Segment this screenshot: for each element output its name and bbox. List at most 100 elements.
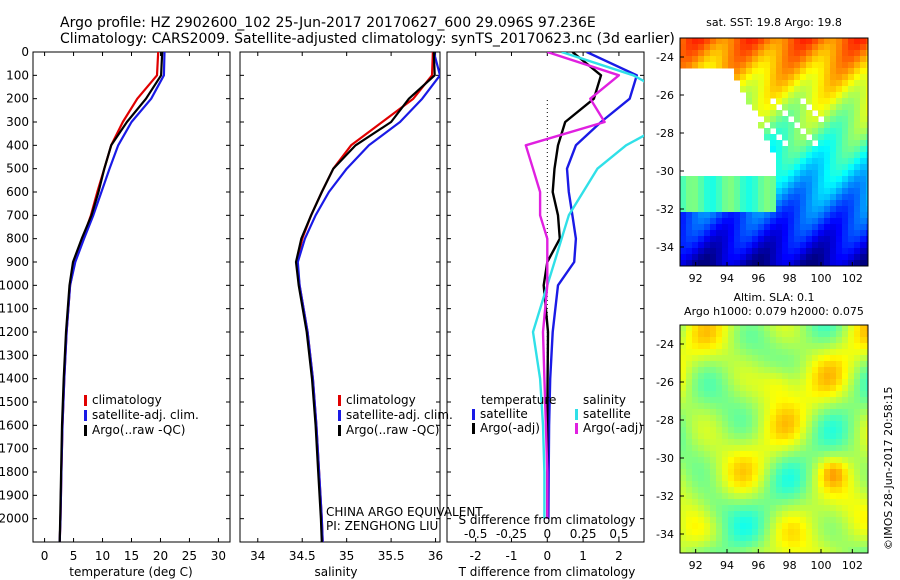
- sla-cell: [752, 331, 759, 338]
- sla-cell: [866, 433, 868, 440]
- sla-cell: [794, 349, 801, 356]
- y-tick-label: 400: [6, 138, 29, 152]
- sst-cell: [758, 206, 765, 213]
- sla-cell: [848, 337, 855, 344]
- sst-cell: [842, 260, 849, 266]
- sst-cell: [782, 146, 789, 153]
- sla-cell: [860, 451, 867, 458]
- sst-cell: [806, 170, 813, 177]
- sst-cell: [848, 122, 855, 129]
- sst-cell: [728, 44, 735, 51]
- sst-cell: [752, 206, 759, 213]
- sla-cell: [734, 469, 741, 476]
- sla-cell: [824, 325, 831, 332]
- sla-cell: [770, 505, 777, 512]
- sst-cell: [830, 128, 837, 135]
- sst-cell: [800, 158, 807, 165]
- sla-cell: [866, 505, 868, 512]
- sla-cell: [830, 367, 837, 374]
- sla-cell: [740, 535, 747, 542]
- map-y-tick-label: -28: [656, 127, 674, 140]
- sla-cell: [764, 409, 771, 416]
- sla-cell: [776, 439, 783, 446]
- sst-cell: [776, 122, 783, 129]
- sla-cell: [758, 493, 765, 500]
- sla-cell: [788, 445, 795, 452]
- sla-cell: [794, 487, 801, 494]
- sla-cell: [866, 349, 868, 356]
- sst-cell: [830, 260, 837, 266]
- sla-cell: [794, 421, 801, 428]
- sst-cell: [854, 158, 861, 165]
- sla-cell: [824, 475, 831, 482]
- sla-cell: [782, 415, 789, 422]
- sla-cell: [698, 409, 705, 416]
- sla-cell: [758, 415, 765, 422]
- sla-cell: [746, 415, 753, 422]
- sst-cell: [686, 38, 693, 45]
- sst-cell: [686, 194, 693, 201]
- sla-cell: [776, 523, 783, 530]
- sst-cell: [740, 206, 747, 213]
- sla-cell: [860, 535, 867, 542]
- sst-cell: [686, 230, 693, 237]
- sla-cell: [710, 493, 717, 500]
- sst-cell: [842, 62, 849, 69]
- sla-cell: [854, 427, 861, 434]
- sst-cell: [842, 188, 849, 195]
- sst-cell: [836, 140, 843, 147]
- sst-cell: [770, 80, 777, 87]
- sla-cell: [764, 337, 771, 344]
- sla-cell: [698, 403, 705, 410]
- sla-map-ticks: 92 94 96 98 100 102-24-26-28-30-32-34: [656, 338, 863, 572]
- sst-cell: [866, 62, 868, 69]
- map-x-tick-label: 100: [811, 559, 832, 572]
- sla-cell: [686, 325, 693, 332]
- sst-cell: [734, 218, 741, 225]
- sla-cell: [764, 451, 771, 458]
- sst-cell: [794, 242, 801, 249]
- sla-cell: [812, 361, 819, 368]
- sst-cell: [800, 212, 807, 219]
- sst-cell: [848, 152, 855, 159]
- sla-cell: [776, 325, 783, 332]
- sst-cell: [680, 182, 687, 189]
- sla-cell: [824, 517, 831, 524]
- sla-cell: [716, 331, 723, 338]
- sst-cell: [698, 236, 705, 243]
- sla-cell: [860, 541, 867, 548]
- sst-cell: [866, 92, 868, 99]
- sst-cell: [752, 188, 759, 195]
- sst-cell: [830, 200, 837, 207]
- sla-cell: [818, 475, 825, 482]
- sla-cell: [854, 463, 861, 470]
- sst-cell: [752, 242, 759, 249]
- sla-cell: [806, 457, 813, 464]
- sst-cell: [722, 44, 729, 51]
- sst-cell: [680, 260, 687, 266]
- sla-cell: [806, 331, 813, 338]
- sst-cell: [860, 224, 867, 231]
- sst-cell: [704, 218, 711, 225]
- sst-cell: [806, 188, 813, 195]
- sla-cell: [806, 409, 813, 416]
- difference-legend: temperature salinitysatelliteArgo(-adj)sa…: [472, 393, 643, 435]
- series-line-satellite-adj--clim-: [296, 52, 440, 542]
- sst-cell: [848, 260, 855, 266]
- sst-cell: [830, 80, 837, 87]
- sst-cell: [692, 248, 699, 255]
- sla-cell: [764, 403, 771, 410]
- sla-cell: [704, 451, 711, 458]
- sst-cell: [812, 206, 819, 213]
- sla-cell: [818, 469, 825, 476]
- sla-cell: [746, 421, 753, 428]
- sst-cell: [836, 212, 843, 219]
- sst-cell: [698, 242, 705, 249]
- sla-cell: [860, 409, 867, 416]
- sst-cell: [698, 62, 705, 69]
- sst-cell: [740, 56, 747, 63]
- sst-cell: [848, 74, 855, 81]
- sla-cell: [866, 355, 868, 362]
- sst-map-panel: sat. SST: 19.8 Argo: 19.8 92 94 96 98 100 102…: [656, 16, 869, 285]
- sla-cell: [818, 379, 825, 386]
